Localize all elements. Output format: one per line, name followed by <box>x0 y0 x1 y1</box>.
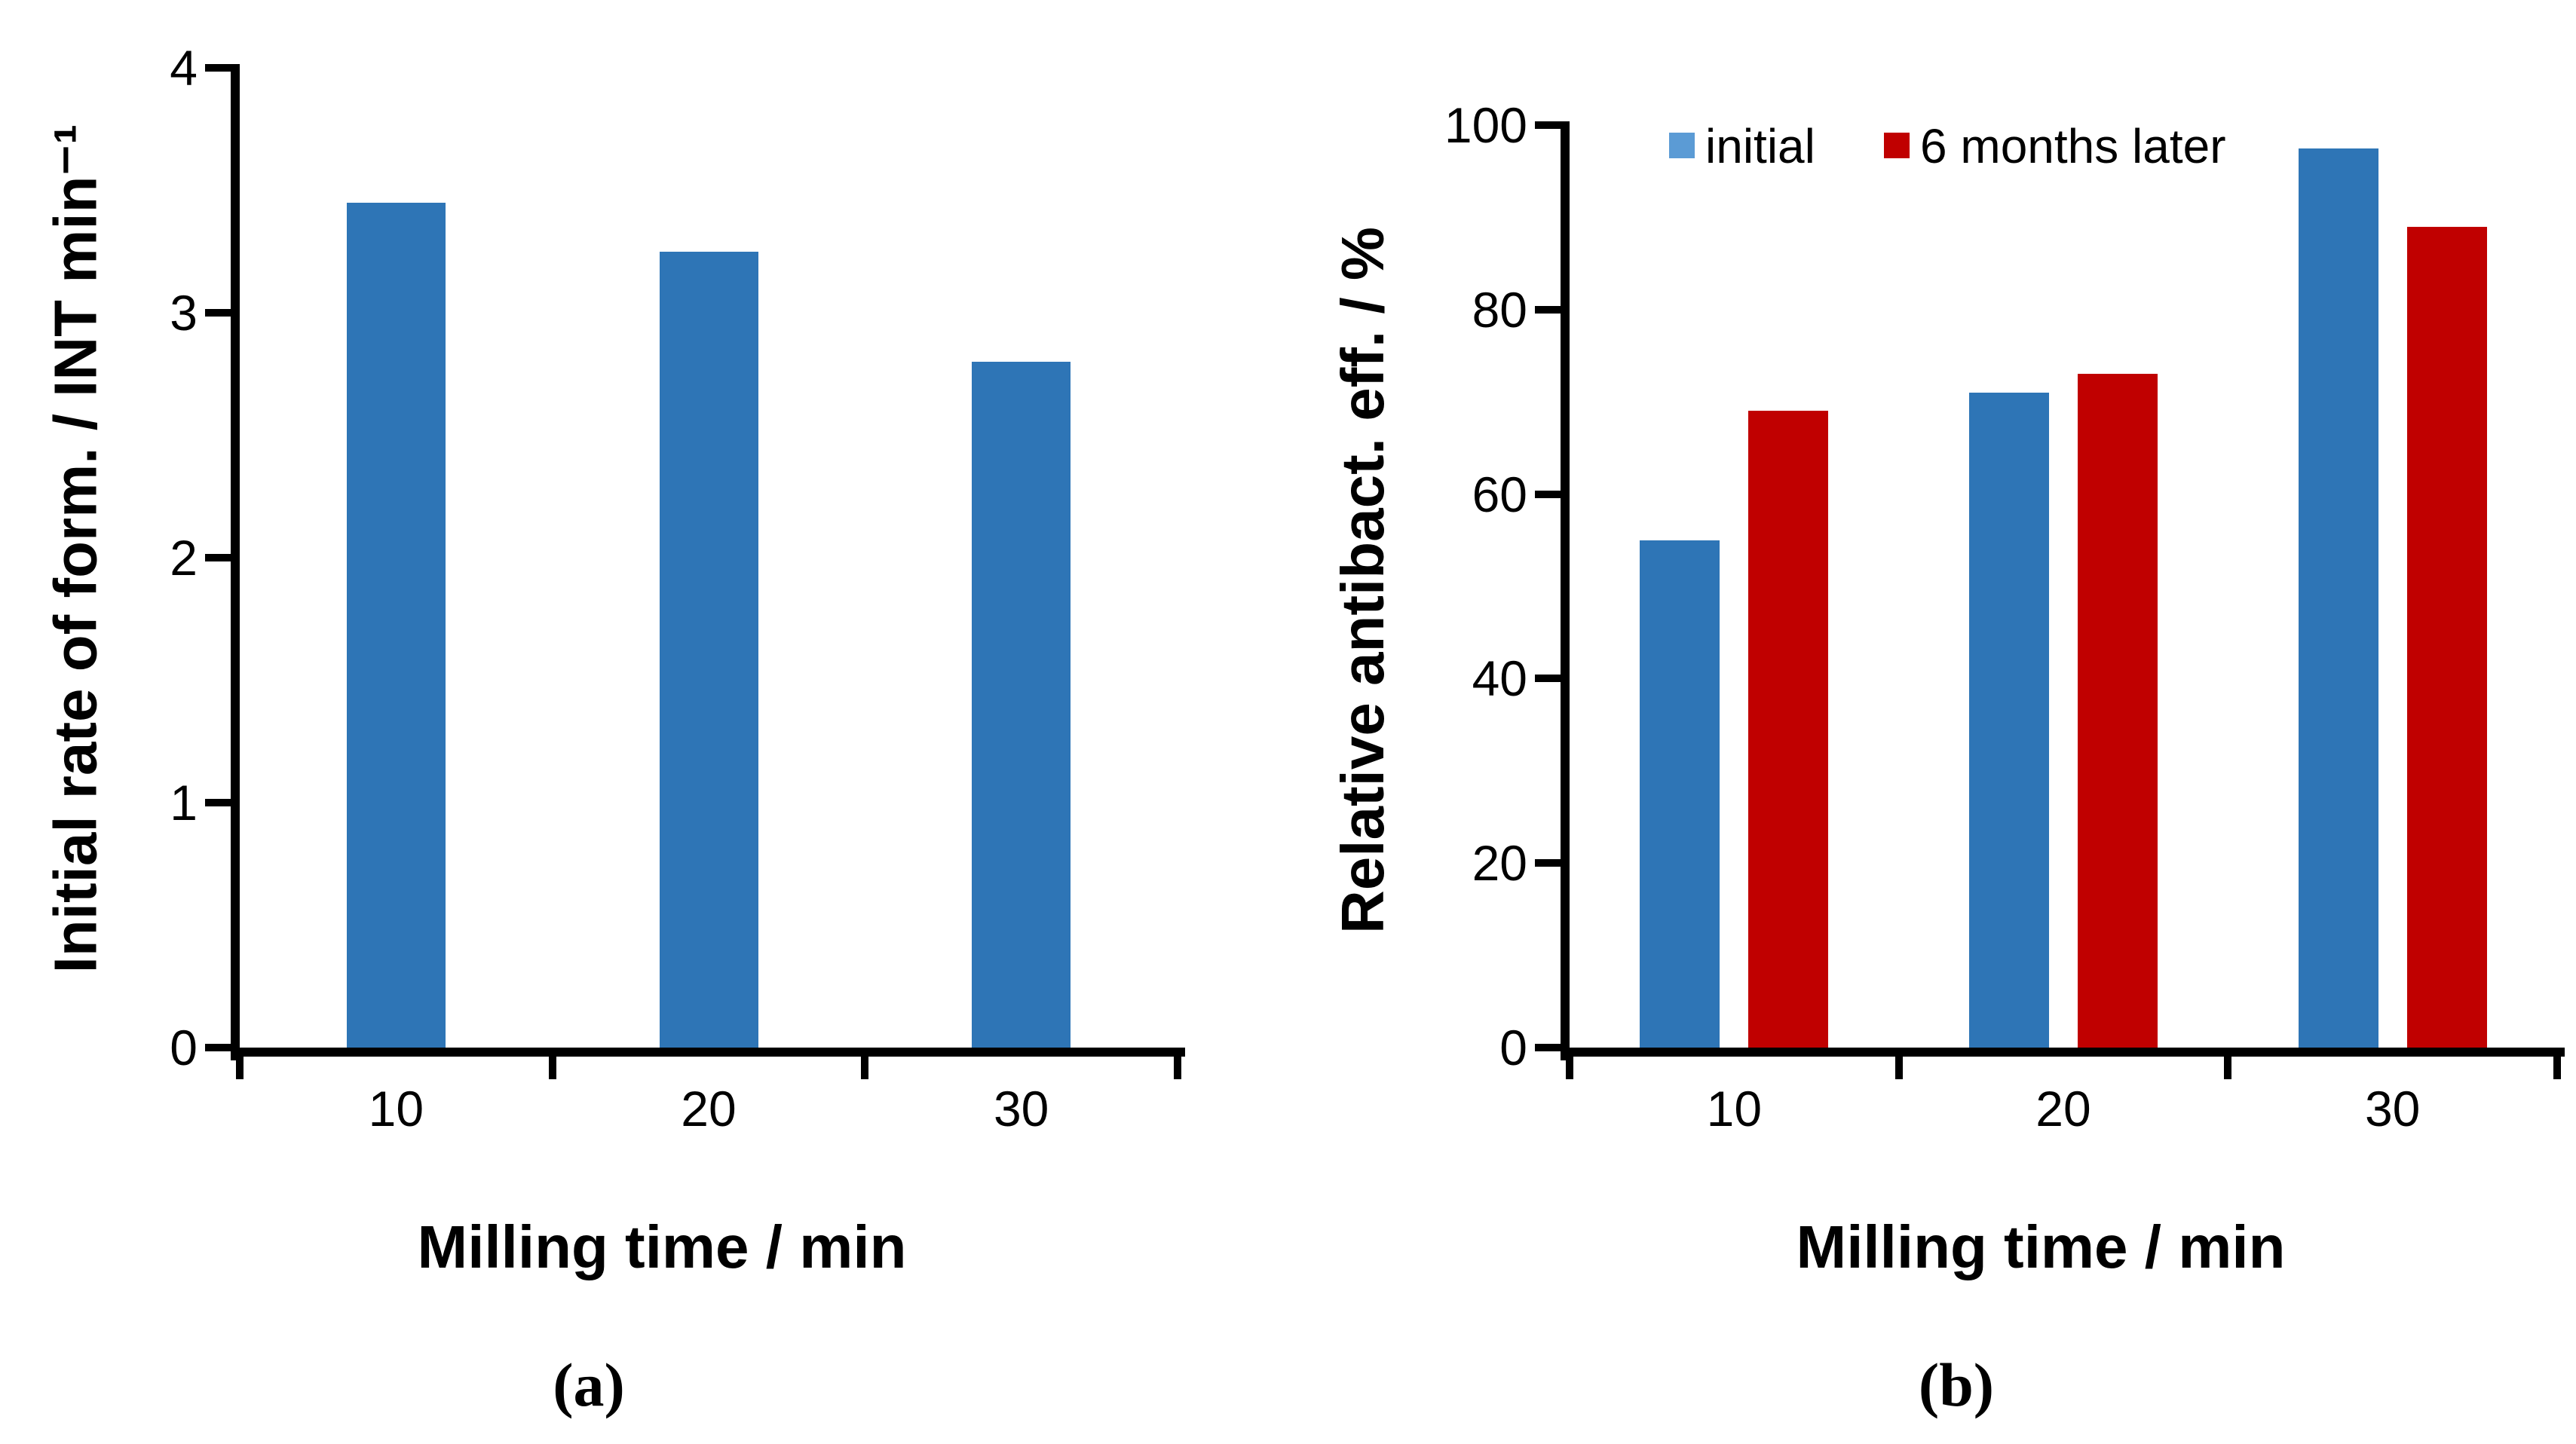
y-tick-label: 60 <box>1472 466 1527 522</box>
y-tick <box>1535 675 1561 683</box>
y-tick-label: 2 <box>170 530 198 586</box>
y-tick-label: 3 <box>170 285 198 341</box>
x-tick <box>861 1057 869 1079</box>
x-tick-label: 30 <box>2364 1081 2421 1137</box>
y-tick-label: 0 <box>170 1020 198 1075</box>
x-tick <box>1566 1057 1573 1079</box>
y-tick <box>1535 121 1561 129</box>
legend-swatch-initial <box>1669 133 1695 158</box>
y-tick <box>1535 305 1561 314</box>
y-tick <box>205 1044 231 1051</box>
y-tick-label: 40 <box>1472 650 1527 707</box>
y-tick <box>1535 490 1561 498</box>
caption-b: (b) <box>1918 1351 1995 1419</box>
x-tick <box>1894 1057 1903 1079</box>
legend-label-6-months-later: 6 months later <box>1920 119 2226 173</box>
bar-initial-30 <box>2298 148 2378 1048</box>
bar-6-months-later-10 <box>1748 411 1829 1048</box>
y-tick <box>205 64 231 72</box>
x-tick-label: 10 <box>368 1081 424 1137</box>
bar-series-10 <box>346 202 446 1048</box>
bar-6-months-later-30 <box>2406 226 2487 1048</box>
x-tick-label: 30 <box>993 1081 1049 1137</box>
x-tick <box>2224 1057 2232 1079</box>
x-axis-line <box>1561 1048 2565 1057</box>
legend-label-initial: initial <box>1705 119 1815 173</box>
y-tick-label: 0 <box>1499 1020 1527 1075</box>
y-tick <box>1535 1044 1561 1051</box>
x-tick <box>236 1057 244 1079</box>
x-axis-line <box>231 1048 1185 1057</box>
y-tick-label: 80 <box>1472 281 1527 338</box>
y-axis-line <box>1561 121 1570 1060</box>
y-tick <box>205 799 231 806</box>
x-tick-label: 20 <box>681 1081 737 1137</box>
x-axis-title-a: Milling time / min <box>417 1213 907 1280</box>
y-tick-label: 100 <box>1444 97 1527 153</box>
x-tick <box>2553 1057 2561 1079</box>
y-tick <box>1535 859 1561 867</box>
x-axis-title-b: Milling time / min <box>1796 1213 2286 1280</box>
x-tick <box>1174 1057 1181 1079</box>
y-tick-label: 20 <box>1472 835 1527 892</box>
bar-initial-10 <box>1640 540 1720 1048</box>
y-tick <box>205 554 231 561</box>
caption-a: (a) <box>553 1351 625 1419</box>
x-tick-label: 10 <box>1706 1081 1763 1137</box>
x-tick-label: 20 <box>2035 1081 2091 1137</box>
y-tick-label: 4 <box>170 40 198 96</box>
bar-series-20 <box>659 251 758 1048</box>
y-axis-line <box>231 64 240 1060</box>
bar-series-30 <box>972 362 1071 1048</box>
y-tick <box>205 309 231 317</box>
x-tick <box>548 1057 556 1079</box>
y-tick-label: 1 <box>170 775 198 831</box>
legend-swatch-6-months-later <box>1884 133 1910 158</box>
bar-initial-20 <box>1969 392 2049 1048</box>
bar-6-months-later-20 <box>2078 374 2158 1048</box>
